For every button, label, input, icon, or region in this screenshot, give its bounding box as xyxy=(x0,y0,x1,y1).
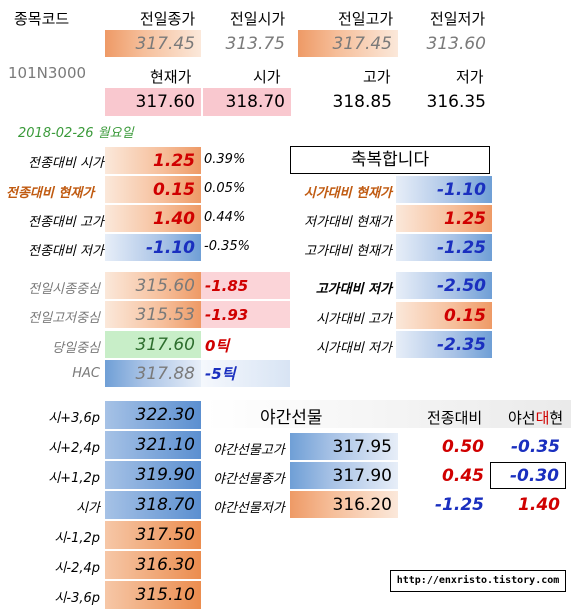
diff-value: -2.35 xyxy=(396,331,492,358)
night-title: 야간선물 xyxy=(260,408,323,428)
prev-open-value: 313.75 xyxy=(225,33,285,54)
level-value: 322.30 xyxy=(105,401,201,429)
center-label: 전일고저중심 xyxy=(28,311,100,326)
level-value: 315.10 xyxy=(105,581,201,609)
change-label: 전종대비 시가 xyxy=(28,156,104,171)
current-value: 317.60 xyxy=(105,88,201,116)
code-label: 종목코드 xyxy=(14,10,70,28)
diff-value: -1.25 xyxy=(396,234,492,261)
current-header: 현재가 xyxy=(150,68,192,86)
hac-diff: -5틱 xyxy=(201,360,290,387)
change-label: 전종대비 저가 xyxy=(28,244,104,259)
night-header-band xyxy=(205,400,571,428)
high-value: 318.85 xyxy=(332,92,392,112)
night-diff: 0.45 xyxy=(442,465,484,486)
night-label: 야간선물종가 xyxy=(213,472,285,487)
level-value: 316.30 xyxy=(105,551,201,579)
level-label: 시+1,2p xyxy=(48,471,100,486)
night-vs: 1.40 xyxy=(518,494,560,515)
prev-close-value: 317.45 xyxy=(105,30,201,57)
prev-low-header: 전일저가 xyxy=(430,10,486,28)
prev-high-value: 317.45 xyxy=(298,30,398,57)
level-label: 시가 xyxy=(76,501,100,516)
change-value: 1.25 xyxy=(105,147,201,174)
change-percent: 0.39% xyxy=(204,152,246,167)
change-percent: 0.44% xyxy=(204,210,246,225)
center-diff: 0틱 xyxy=(205,337,230,355)
night-diff: 0.50 xyxy=(442,436,484,457)
prev-close-header: 전일종가 xyxy=(140,10,196,28)
center-value: 315.53 xyxy=(105,301,201,328)
hac-value: 317.88 xyxy=(105,360,201,387)
level-value: 317.50 xyxy=(105,521,201,549)
level-label: 시-1,2p xyxy=(54,531,100,546)
prev-open-header: 전일시가 xyxy=(230,10,286,28)
night-col-open: 야선대현 xyxy=(508,409,564,427)
change-label: 전종대비 고가 xyxy=(28,215,104,230)
diff-label: 시가대비 현재가 xyxy=(303,186,392,201)
change-value: -1.10 xyxy=(105,234,201,261)
diff-label: 시가대비 저가 xyxy=(316,341,392,356)
prev-high-header: 전일고가 xyxy=(338,10,394,28)
night-label: 야간선물고가 xyxy=(213,443,285,458)
prev-low-value: 313.60 xyxy=(426,33,486,54)
center-diff: -1.85 xyxy=(201,272,290,299)
night-value: 317.95 xyxy=(290,433,398,460)
diff-value: 1.25 xyxy=(396,205,492,232)
level-label: 시+2,4p xyxy=(48,441,100,456)
level-value: 321.10 xyxy=(105,431,201,459)
change-percent: -0.35% xyxy=(204,239,250,254)
center-value: 315.60 xyxy=(105,272,201,299)
level-label: 시-3,6p xyxy=(54,591,100,606)
night-col-prev: 전종대비 xyxy=(427,409,483,427)
change-value: 1.40 xyxy=(105,205,201,232)
blog-url-link[interactable]: http://enxristo.tistory.com xyxy=(390,570,566,592)
night-diff: -1.25 xyxy=(435,494,484,515)
diff-value: 0.15 xyxy=(396,302,492,329)
diff-value: -1.10 xyxy=(396,176,492,203)
night-value: 316.20 xyxy=(290,491,398,518)
night-value: 317.90 xyxy=(290,462,398,489)
change-value: 0.15 xyxy=(105,176,201,203)
center-label: 당일중심 xyxy=(52,341,100,356)
night-vs: -0.35 xyxy=(511,436,560,457)
diff-value: -2.50 xyxy=(396,272,492,299)
diff-label: 저가대비 현재가 xyxy=(304,215,392,230)
level-label: 시-2,4p xyxy=(54,561,100,576)
change-label: 전종대비 현재가 xyxy=(6,186,95,201)
high-header: 고가 xyxy=(363,68,391,86)
hac-label: HAC xyxy=(72,366,100,381)
center-diff: -1.93 xyxy=(201,301,290,328)
open-value: 318.70 xyxy=(203,88,291,116)
level-value: 318.70 xyxy=(105,491,201,519)
product-code: 101N3000 xyxy=(8,64,87,82)
diff-label: 고가대비 현재가 xyxy=(304,244,392,259)
diff-label: 고가대비 저가 xyxy=(315,282,392,297)
low-value: 316.35 xyxy=(426,92,486,112)
level-value: 319.90 xyxy=(105,461,201,489)
night-vs: -0.30 xyxy=(490,462,566,489)
level-label: 시+3,6p xyxy=(48,411,100,426)
center-label: 전일시종중심 xyxy=(28,282,100,297)
trade-date: 2018-02-26 월요일 xyxy=(18,126,134,141)
open-header: 시가 xyxy=(253,68,281,86)
low-header: 저가 xyxy=(456,68,484,86)
change-percent: 0.05% xyxy=(204,181,246,196)
center-value: 317.60 xyxy=(105,331,201,358)
night-label: 야간선물저가 xyxy=(213,501,285,516)
greeting-banner: 축복합니다 xyxy=(290,146,490,174)
diff-label: 시가대비 고가 xyxy=(316,312,392,327)
